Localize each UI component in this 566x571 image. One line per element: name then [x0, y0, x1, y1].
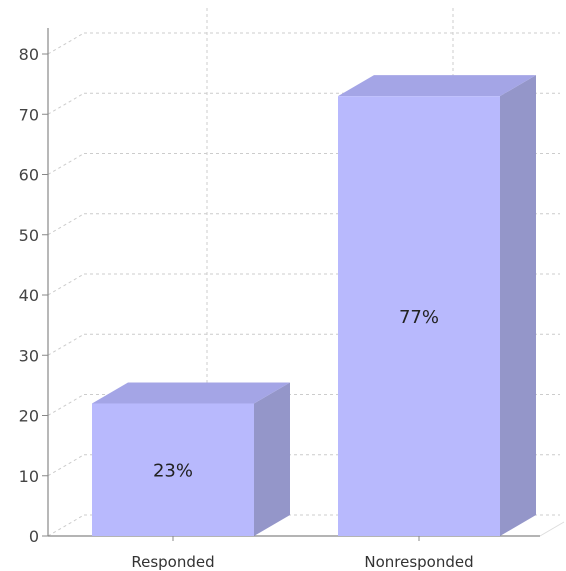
bar-side-nonresponded [500, 75, 536, 537]
y-tick-label-0: 0 [29, 527, 39, 546]
y-tick-label-50: 50 [19, 226, 39, 245]
gridline-diagonal-30 [47, 333, 85, 356]
bars-layer [92, 75, 536, 537]
y-tick-label-20: 20 [19, 407, 39, 426]
labels-layer: 23% Responded 77% Nonresponded [131, 307, 473, 571]
gridline-diagonal-20 [47, 394, 85, 416]
axis-layer: 0 10 20 30 40 50 60 70 80 [19, 28, 565, 546]
gridline-diagonal-80 [47, 32, 85, 55]
bar-front-nonresponded [338, 96, 500, 537]
y-tick-label-30: 30 [19, 346, 39, 365]
y-tick-label-70: 70 [19, 105, 39, 124]
floor-edge [539, 521, 565, 537]
y-tick-label-10: 10 [19, 467, 39, 486]
gridline-diagonal-70 [47, 92, 85, 115]
y-tick-label-80: 80 [19, 45, 39, 64]
bar-nonresponded [338, 75, 536, 537]
gridline-diagonal-0 [47, 514, 85, 537]
gridline-diagonal-10 [47, 454, 85, 477]
x-tick-label-responded: Responded [131, 553, 214, 571]
gridline-diagonal-40 [47, 273, 85, 296]
data-label-responded: 23% [153, 461, 193, 482]
bar-responded [92, 382, 290, 536]
bar-top-nonresponded [338, 75, 536, 97]
gridline-diagonal-60 [47, 153, 85, 175]
bar-side-responded [254, 382, 290, 536]
bar-front-responded [92, 403, 254, 536]
y-tick-label-40: 40 [19, 286, 39, 305]
y-tick-label-60: 60 [19, 166, 39, 185]
data-label-nonresponded: 77% [399, 307, 439, 328]
x-tick-label-nonresponded: Nonresponded [364, 553, 473, 571]
gridline-diagonal-50 [47, 213, 85, 236]
bar-top-responded [92, 382, 290, 404]
